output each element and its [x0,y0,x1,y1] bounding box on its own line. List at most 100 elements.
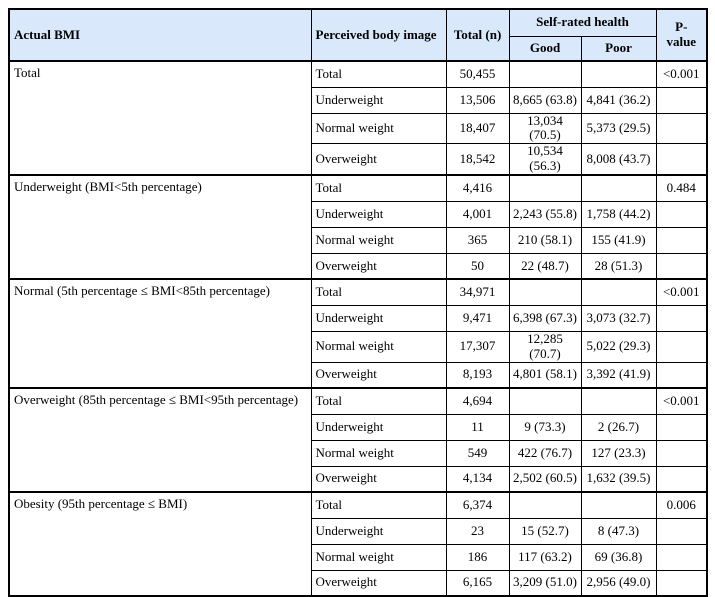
poor-cell [580,60,657,88]
poor-cell: 3,392 (41.9) [580,361,657,389]
total-n-cell: 4,694 [445,387,510,415]
col-header-actual-bmi: Actual BMI [8,8,312,62]
good-cell: 22 (48.7) [508,252,582,280]
good-cell [508,491,582,519]
poor-cell: 28 (51.3) [580,252,657,280]
perceived-body-image-cell: Overweight [310,252,447,280]
good-cell [508,387,582,415]
poor-cell: 4,841 (36.2) [580,86,657,114]
p-value-cell [655,569,708,597]
table-row: Normal weight 186 117 (63.2) 69 (36.8) [9,543,708,571]
poor-cell: 5,373 (29.5) [580,112,657,145]
perceived-body-image-cell: Overweight [310,465,447,493]
p-value-cell [655,413,708,441]
poor-cell: 8 (47.3) [580,517,657,545]
actual-bmi-group-cell: Overweight (85th percentage ≤ BMI<95th p… [8,387,312,493]
good-cell: 4,801 (58.1) [508,361,582,389]
p-value-cell [655,517,708,545]
p-value-cell [655,361,708,389]
total-n-cell: 186 [445,543,510,571]
total-n-cell: 8,193 [445,361,510,389]
total-n-cell: 11 [445,413,510,441]
good-cell: 3,209 (51.0) [508,569,582,597]
actual-bmi-group-cell: Underweight (BMI<5th percentage) [8,174,312,280]
table-row: Overweight 8,193 4,801 (58.1) 3,392 (41.9) [9,361,708,389]
table-row: Total Total 50,455 <0.001 [8,59,708,176]
good-cell: 8,665 (63.8) [508,86,582,114]
perceived-body-image-cell: Normal weight [310,226,447,254]
table-row: Underweight 13,506 8,665 (63.8) 4,841 (36.2… [9,86,708,114]
perceived-body-image-cell: Normal weight [310,330,447,363]
p-value-cell [655,143,708,176]
perceived-body-image-cell: Underweight [310,517,447,545]
p-value-cell [655,112,708,145]
p-value-cell: <0.001 [655,60,708,88]
table-row: Normal (5th percentage ≤ BMI<85th percen… [8,278,708,389]
table-body: Total Total 50,455 <0.001 Underweight 13,506 8… [8,59,708,597]
p-value-cell: <0.001 [655,387,708,415]
poor-cell: 2 (26.7) [580,413,657,441]
poor-cell [580,387,657,415]
good-cell: 117 (63.2) [508,543,582,571]
p-value-cell [655,200,708,228]
poor-cell [580,278,657,306]
good-cell: 6,398 (67.3) [508,304,582,332]
table-row: Obesity (95th percentage ≤ BMI) Total 6,37… [8,491,708,597]
perceived-body-image-cell: Total [310,387,447,415]
good-cell [508,174,582,202]
good-cell: 2,502 (60.5) [508,465,582,493]
p-value-cell [655,226,708,254]
poor-cell: 127 (23.3) [580,439,657,467]
perceived-body-image-cell: Overweight [310,361,447,389]
good-cell [508,278,582,306]
perceived-body-image-cell: Normal weight [310,543,447,571]
table-row: Overweight 18,542 10,534 (56.3) 8,008 (43.7… [9,143,708,176]
col-header-perceived-body-image: Perceived body image [310,8,447,62]
table-row: Normal weight 365 210 (58.1) 155 (41.9) [9,226,708,254]
total-n-cell: 23 [445,517,510,545]
header-row-1: Actual BMI Perceived body image Total (n… [8,8,708,62]
perceived-body-image-cell: Overweight [310,569,447,597]
col-header-self-rated-health: Self-rated health [508,8,657,37]
table-header: Actual BMI Perceived body image Total (n… [8,8,708,62]
p-value-cell [655,330,708,363]
perceived-body-image-cell: Total [310,491,447,519]
total-n-cell: 50,455 [445,60,510,88]
p-value-cell: <0.001 [655,278,708,306]
bmi-self-rated-health-table: Actual BMI Perceived body image Total (n… [8,8,709,597]
total-n-cell: 4,134 [445,465,510,493]
total-n-cell: 4,416 [445,174,510,202]
perceived-body-image-cell: Normal weight [310,439,447,467]
good-cell: 12,285 (70.7) [508,330,582,363]
actual-bmi-group-cell: Normal (5th percentage ≤ BMI<85th percen… [8,278,312,389]
good-cell: 15 (52.7) [508,517,582,545]
col-header-good: Good [508,35,582,62]
total-n-cell: 6,165 [445,569,510,597]
table-row: Normal weight 549 422 (76.7) 127 (23.3) [9,439,708,467]
p-value-cell: 0.484 [655,174,708,202]
total-n-cell: 549 [445,439,510,467]
table-row: Normal weight 18,407 13,034 (70.5) 5,373 (2… [9,112,708,145]
good-cell: 13,034 (70.5) [508,112,582,145]
total-n-cell: 365 [445,226,510,254]
total-n-cell: 34,971 [445,278,510,306]
table-row: Overweight 50 22 (48.7) 28 (51.3) [9,252,708,280]
total-n-cell: 6,374 [445,491,510,519]
poor-cell: 8,008 (43.7) [580,143,657,176]
total-n-cell: 18,407 [445,112,510,145]
col-header-poor: Poor [580,35,657,62]
total-n-cell: 13,506 [445,86,510,114]
table-row: Underweight (BMI<5th percentage) Total 4,4… [8,174,708,280]
p-value-cell [655,86,708,114]
poor-cell [580,491,657,519]
perceived-body-image-cell: Underweight [310,86,447,114]
total-n-cell: 9,471 [445,304,510,332]
perceived-body-image-cell: Underweight [310,413,447,441]
p-value-cell [655,543,708,571]
perceived-body-image-cell: Overweight [310,143,447,176]
p-value-cell: 0.006 [655,491,708,519]
poor-cell: 5,022 (29.3) [580,330,657,363]
perceived-body-image-cell: Total [310,278,447,306]
perceived-body-image-cell: Total [310,60,447,88]
